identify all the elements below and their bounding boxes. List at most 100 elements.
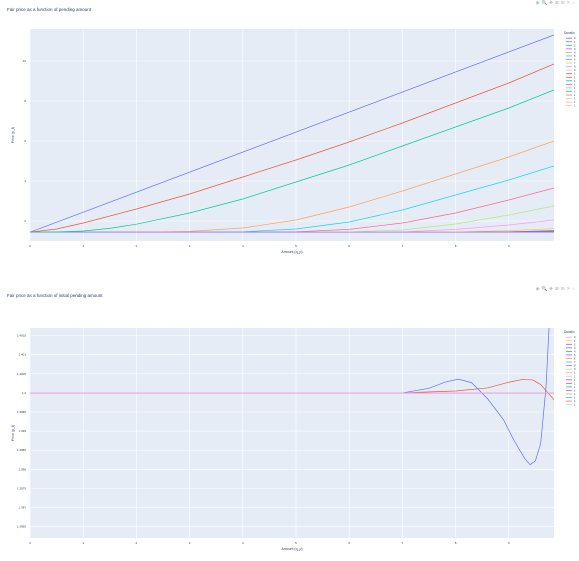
zoom-in-icon[interactable]: ⊞ xyxy=(554,0,559,5)
x-tick-label: 8 xyxy=(455,541,457,545)
y-tick-label: 1.3995 xyxy=(17,410,27,414)
y-tick-label: 1.4 xyxy=(22,391,27,395)
series-line xyxy=(30,328,550,466)
pan-icon[interactable]: ✚ xyxy=(549,286,553,291)
y-tick-label: 1.398 xyxy=(18,467,26,471)
legend-label: 3 xyxy=(574,346,576,350)
legend-title: Duratio xyxy=(564,31,575,35)
legend-label: 8 xyxy=(574,364,576,368)
y-tick-label: 10 xyxy=(23,59,27,63)
y-tick-label: 8 xyxy=(24,99,26,103)
y-tick-label: 6 xyxy=(24,139,26,143)
legend-label: 1 xyxy=(574,104,576,108)
legend-label: 1 xyxy=(574,403,576,407)
legend-label: 0 xyxy=(574,36,576,40)
legend-label: 6 xyxy=(574,58,576,62)
legend-label: 1 xyxy=(574,79,576,83)
y-tick-label: 1.3985 xyxy=(17,448,27,452)
legend-label: 9 xyxy=(574,367,576,371)
legend-label: 1 xyxy=(574,75,576,79)
autoscale-icon[interactable]: ✕ xyxy=(566,286,571,291)
legend-label: 5 xyxy=(574,54,576,58)
x-tick-label: 7 xyxy=(402,244,404,248)
legend-label: 1 xyxy=(574,374,576,378)
x-tick-label: 2 xyxy=(136,541,138,545)
y-tick-label: 1.3965 xyxy=(17,525,27,529)
series-line xyxy=(30,34,554,233)
series-line xyxy=(30,140,554,233)
legend-label: 8 xyxy=(574,65,576,69)
zoom-out-icon[interactable]: ⊟ xyxy=(560,0,565,5)
legend-label: 1 xyxy=(574,385,576,389)
legend-label: 1 xyxy=(574,40,576,44)
y-tick-label: 1.4005 xyxy=(17,372,27,376)
x-axis-title: Amount (q_p) xyxy=(281,547,302,551)
y-tick-label: 4 xyxy=(24,179,26,183)
modebar: ◉ 🔍 ✚ ⊞ ⊟ ✕ ⌂ xyxy=(536,286,575,292)
series-group xyxy=(30,328,554,466)
y-tick-label: 1.4015 xyxy=(17,334,27,338)
legend-label: 1 xyxy=(574,396,576,400)
x-tick-label: 3 xyxy=(189,244,191,248)
legend-label: 2 xyxy=(574,342,576,346)
x-tick-label: 0 xyxy=(29,541,31,545)
autoscale-icon[interactable]: ✕ xyxy=(566,0,571,5)
pan-icon[interactable]: ✚ xyxy=(549,0,553,5)
series-group xyxy=(30,34,554,233)
legend-label: 1 xyxy=(574,392,576,396)
plot-area xyxy=(30,328,554,538)
legend-label: 4 xyxy=(574,50,576,54)
camera-icon[interactable]: ◉ xyxy=(535,0,540,5)
chart-svg[interactable]: 0 1 2 3 4 5 6 7 8 91.39651.3971.39751.3981.39851.… xyxy=(0,286,579,561)
x-tick-label: 3 xyxy=(189,541,191,545)
legend-label: 7 xyxy=(574,61,576,65)
legend-label: 1 xyxy=(574,97,576,101)
zoom-in-icon[interactable]: ⊞ xyxy=(554,286,559,291)
x-tick-label: 2 xyxy=(136,244,138,248)
legend-label: 1 xyxy=(574,72,576,76)
chart-title: Fair price as a function of initial pend… xyxy=(7,293,103,298)
modebar: ◉ 🔍 ✚ ⊞ ⊟ ✕ ⌂ xyxy=(536,0,575,6)
x-tick-label: 1 xyxy=(82,541,84,545)
legend-title: Duratio xyxy=(564,330,575,334)
legend-label: 9 xyxy=(574,68,576,72)
legend-label: 1 xyxy=(574,89,576,93)
legend-label: 1 xyxy=(574,86,576,90)
x-tick-label: 8 xyxy=(455,244,457,248)
x-axis-title: Amount (q_p) xyxy=(281,250,302,254)
zoom-out-icon[interactable]: ⊟ xyxy=(560,286,565,291)
x-tick-label: 1 xyxy=(82,244,84,248)
y-tick-label: 2 xyxy=(24,219,26,223)
y-tick-label: 1.401 xyxy=(18,353,26,357)
legend-label: 1 xyxy=(574,381,576,385)
legend-label: 4 xyxy=(574,349,576,353)
x-tick-label: 4 xyxy=(242,244,244,248)
legend-label: 1 xyxy=(574,93,576,97)
legend-label: 7 xyxy=(574,360,576,364)
legend-label: 5 xyxy=(574,353,576,357)
reset-axes-icon[interactable]: ⌂ xyxy=(572,0,575,5)
series-line xyxy=(30,63,554,233)
y-axis-title: Price (p_f) xyxy=(11,425,15,441)
zoom-icon[interactable]: 🔍 xyxy=(541,0,548,5)
legend-label: 1 xyxy=(574,371,576,375)
reset-axes-icon[interactable]: ⌂ xyxy=(572,286,575,291)
legend-label: 1 xyxy=(574,82,576,86)
x-tick-label: 4 xyxy=(242,541,244,545)
legend-label: 1 xyxy=(574,388,576,392)
x-tick-label: 6 xyxy=(348,244,350,248)
zoom-icon[interactable]: 🔍 xyxy=(541,286,548,291)
camera-icon[interactable]: ◉ xyxy=(535,286,540,291)
x-tick-label: 5 xyxy=(295,541,297,545)
y-tick-label: 1.3975 xyxy=(17,486,27,490)
chart-panel-top: Fair price as a function of pending amou… xyxy=(0,0,579,280)
chart-title: Fair price as a function of pending amou… xyxy=(7,7,92,12)
x-tick-label: 6 xyxy=(348,541,350,545)
x-tick-label: 0 xyxy=(29,244,31,248)
plot-area xyxy=(30,29,554,241)
legend-label: 6 xyxy=(574,357,576,361)
y-tick-label: 1.399 xyxy=(18,429,26,433)
y-axis-title: Price (p_f) xyxy=(11,127,15,143)
x-tick-label: 9 xyxy=(508,541,510,545)
